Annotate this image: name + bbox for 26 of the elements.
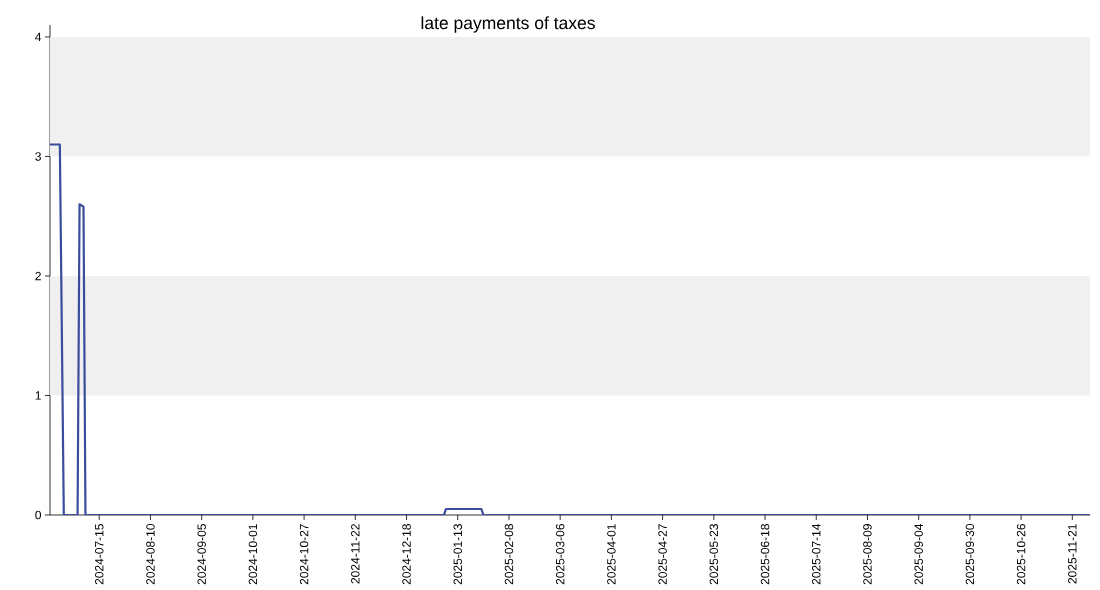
x-tick-label: 2025-01-13 — [453, 524, 462, 585]
x-tick-label: 2024-10-27 — [299, 524, 309, 585]
x-tick-label: 2024-12-18 — [402, 524, 411, 585]
x-tick-label: 2025-08-09 — [863, 524, 872, 585]
chart-title: late payments of taxes — [421, 16, 595, 33]
x-tick-label: 2024-09-05 — [197, 524, 206, 585]
x-tick-label: 2025-09-04 — [914, 523, 923, 585]
x-tick-label: 2025-11-21 — [1068, 524, 1077, 584]
x-tick-label: 2025-10-26 — [1016, 524, 1026, 585]
y-tick-label: 0 — [35, 510, 42, 520]
x-tick-label: 2025-02-08 — [504, 524, 514, 585]
x-tick-label: 2025-05-23 — [709, 524, 719, 585]
x-tick-label: 2024-07-15 — [95, 524, 104, 585]
x-tick-label: 2025-04-01 — [607, 524, 616, 585]
y-tick-label: 2 — [35, 271, 41, 281]
x-tick-label: 2024-08-10 — [146, 524, 155, 585]
y-tick-label: 1 — [35, 391, 41, 400]
x-tick-label: 2025-03-06 — [555, 524, 565, 585]
x-tick-label: 2025-07-14 — [812, 523, 821, 585]
x-tick-label: 2025-04-27 — [658, 524, 667, 585]
y-tick-label: 3 — [35, 152, 41, 161]
x-tick-label: 2025-06-18 — [760, 524, 770, 585]
x-tick-label: 2024-10-01 — [248, 524, 258, 585]
x-tick-label: 2025-09-30 — [965, 524, 975, 585]
x-tick-label: 2024-11-22 — [351, 524, 360, 584]
y-tick-label: 4 — [35, 32, 42, 42]
